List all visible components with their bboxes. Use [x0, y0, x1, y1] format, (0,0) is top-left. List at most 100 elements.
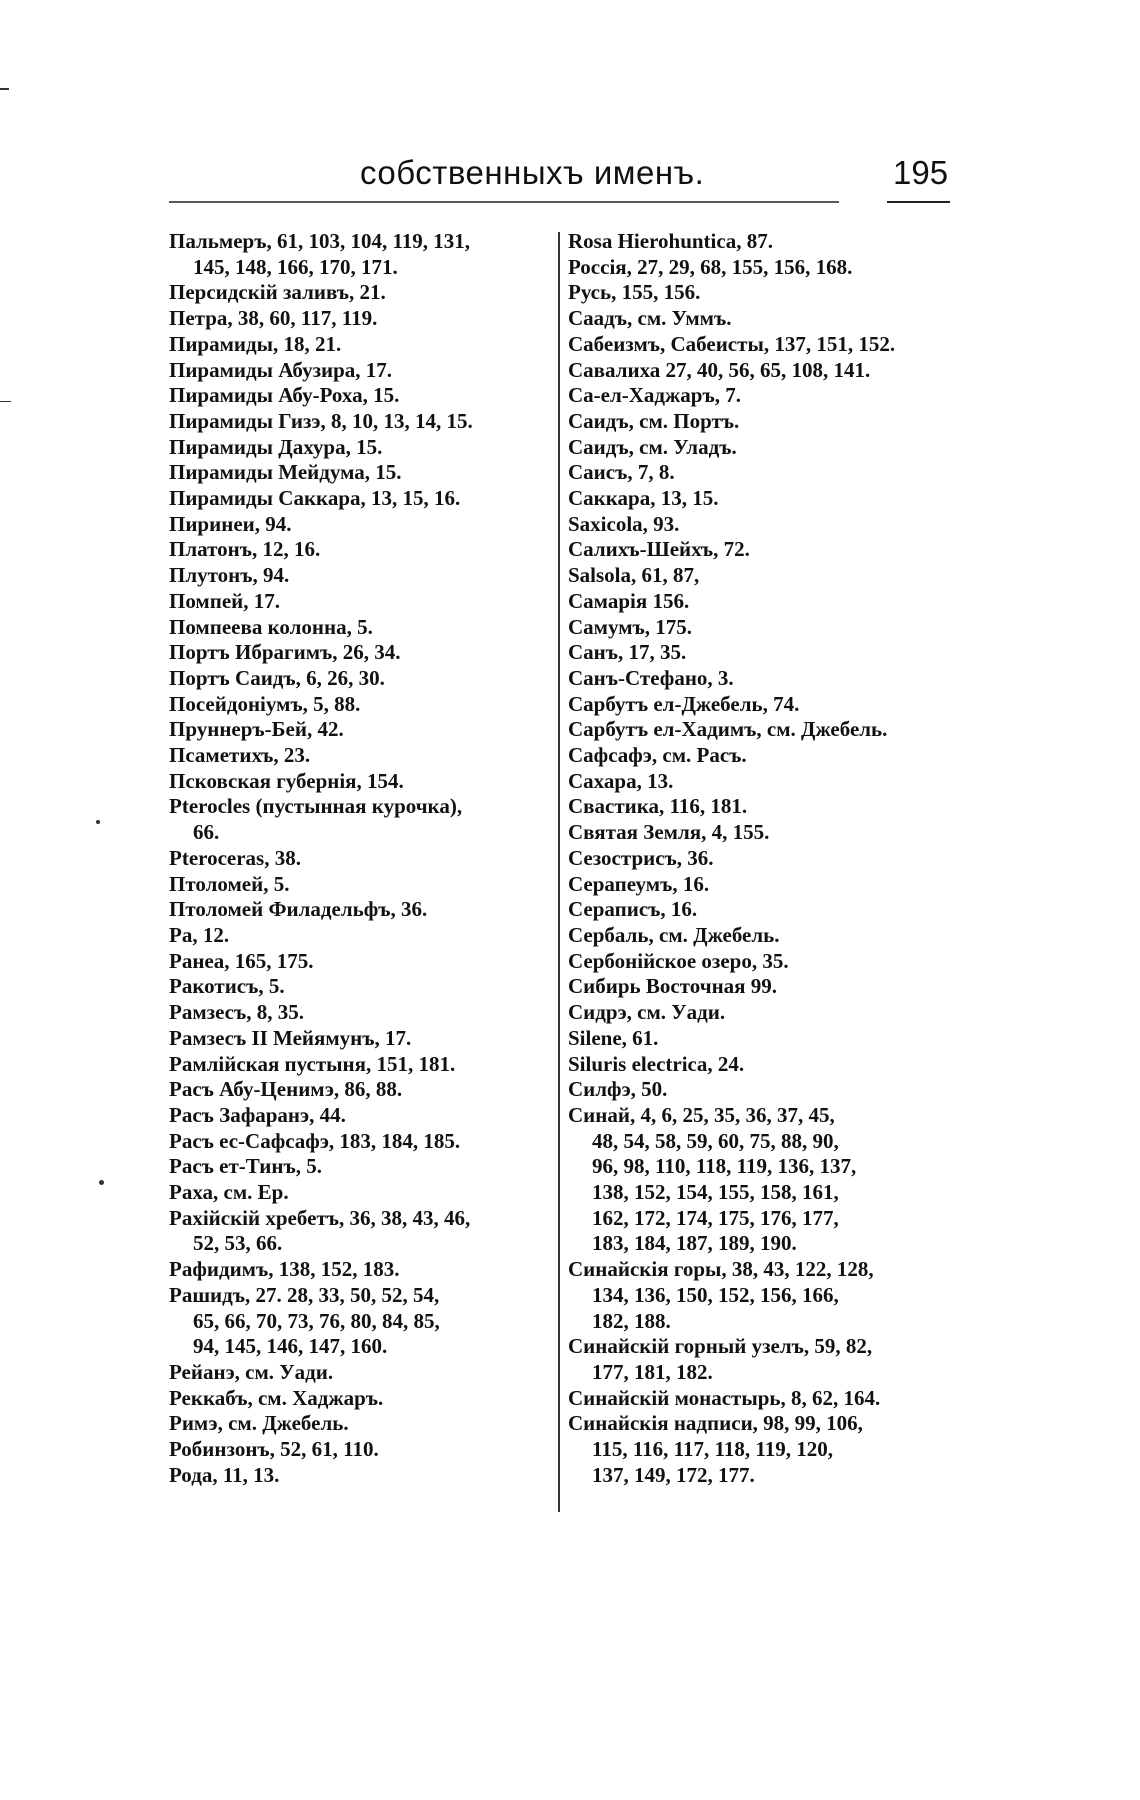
index-entry: Псковская губернія, 154.: [169, 769, 554, 795]
index-entry-text: Пирамиды Абузира, 17.: [169, 357, 393, 382]
margin-mark: [0, 401, 11, 402]
index-entry-text: Самарія 156.: [568, 588, 690, 613]
index-entry-text: Сезострисъ, 36.: [568, 845, 714, 870]
index-entry-text: Персидскій заливъ, 21.: [169, 280, 386, 305]
index-entry-text: Саадъ, см. Уммъ.: [568, 306, 732, 331]
index-entry-text: Портъ Саидъ, 6, 26, 30.: [169, 665, 385, 690]
index-entry-text: Сарбутъ ел-Джебель, 74.: [568, 691, 800, 716]
index-entry-text: Синайскій горный узелъ, 59, 82,: [568, 1334, 873, 1359]
index-entry: Санъ, 17, 35.: [568, 640, 958, 666]
index-entry-text: Робинзонъ, 52, 61, 110.: [169, 1437, 379, 1462]
index-entry-text: Салихъ-Шейхъ, 72.: [568, 537, 750, 562]
index-entry: Рахійскій хребетъ, 36, 38, 43, 46, 52, 53…: [169, 1206, 554, 1257]
index-entry-text: Рафидимъ, 138, 152, 183.: [169, 1257, 400, 1282]
index-column-right: Rosa Hierohuntica, 87. Россія, 27, 29, 68…: [568, 229, 958, 1488]
index-entry-continuation: 177, 181, 182.: [592, 1359, 713, 1384]
index-entry-text: Помпей, 17.: [169, 588, 281, 613]
index-entry: Синайскія надписи, 98, 99, 106, 115, 116,…: [568, 1411, 958, 1488]
index-entry-text: Святая Земля, 4, 155.: [568, 820, 770, 845]
index-entry: Ракотисъ, 5.: [169, 974, 554, 1000]
index-entry-text: Сербаль, см. Джебель.: [568, 922, 780, 947]
index-entry-text: Пальмеръ, 61, 103, 104, 119, 131,: [169, 229, 471, 253]
page-number-rule: [887, 201, 950, 203]
index-entry-text: Птоломей Филадельфъ, 36.: [169, 897, 428, 922]
index-entry: Рамзесъ, 8, 35.: [169, 1000, 554, 1026]
index-entry-text: Псковская губернія, 154.: [169, 768, 404, 793]
index-entry-text: Pterocles (пустынная курочка),: [169, 794, 463, 819]
index-entry: Pterocles (пустынная курочка), 66.: [169, 794, 554, 845]
index-entry: Псаметихъ, 23.: [169, 743, 554, 769]
index-entry-text: Санъ-Стефано, 3.: [568, 665, 734, 690]
index-entry-text: Сабеизмъ, Сабеисты, 137, 151, 152.: [568, 331, 896, 356]
header-rule: [169, 201, 839, 203]
index-entry: Сераписъ, 16.: [568, 897, 958, 923]
index-entry-text: Реккабъ, см. Хаджаръ.: [169, 1385, 384, 1410]
index-entry-text: Раха, см. Ер.: [169, 1180, 289, 1205]
index-entry-text: Расъ Зафаранэ, 44.: [169, 1102, 346, 1127]
page-number: 195: [893, 154, 949, 191]
index-entry: Saxicola, 93.: [568, 512, 958, 538]
index-entry-text: Ранеа, 165, 175.: [169, 948, 314, 973]
index-entry: Расъ Зафаранэ, 44.: [169, 1103, 554, 1129]
index-entry: Синай, 4, 6, 25, 35, 36, 37, 45, 48, 54, …: [568, 1103, 958, 1257]
index-entry-text: Саидъ, см. Портъ.: [568, 408, 740, 433]
column-divider: [558, 232, 560, 1512]
index-entry-text: Пирамиды Мейдума, 15.: [169, 460, 402, 485]
index-entry: Пирамиды Гизэ, 8, 10, 13, 14, 15.: [169, 409, 554, 435]
index-entry-text: Птоломей, 5.: [169, 871, 290, 896]
index-entry: Пирамиды Абу-Роха, 15.: [169, 383, 554, 409]
index-entry-text: Рейанэ, см. Уади.: [169, 1359, 334, 1384]
index-entry-continuation: 52, 53, 66.: [193, 1231, 283, 1256]
index-entry-text: Рамлійская пустыня, 151, 181.: [169, 1051, 456, 1076]
index-entry: Сербонійское озеро, 35.: [568, 949, 958, 975]
index-entry-text: Римэ, см. Джебель.: [169, 1411, 349, 1436]
index-entry: Синайскія горы, 38, 43, 122, 128, 134, 13…: [568, 1257, 958, 1334]
index-entry: Русь, 155, 156.: [568, 280, 958, 306]
index-entry: Портъ Ибрагимъ, 26, 34.: [169, 640, 554, 666]
index-entry: Salsola, 61, 87,: [568, 563, 958, 589]
index-entry-text: Плутонъ, 94.: [169, 563, 290, 588]
header-title: собственныхъ именъ.: [360, 154, 705, 191]
index-entry: Санъ-Стефано, 3.: [568, 666, 958, 692]
index-entry: Пирамиды Дахура, 15.: [169, 435, 554, 461]
index-entry: Силфэ, 50.: [568, 1077, 958, 1103]
index-entry: Салихъ-Шейхъ, 72.: [568, 537, 958, 563]
index-entry-text: Ракотисъ, 5.: [169, 974, 285, 999]
index-entry-text: Пирамиды, 18, 21.: [169, 331, 342, 356]
index-entry-text: Силфэ, 50.: [568, 1077, 668, 1102]
index-entry-text: Самумъ, 175.: [568, 614, 692, 639]
index-entry-continuation: 65, 66, 70, 73, 76, 80, 84, 85,: [193, 1308, 440, 1333]
index-entry-text: Расъ ет-Тинъ, 5.: [169, 1154, 322, 1179]
index-entry-text: Русь, 155, 156.: [568, 280, 701, 305]
index-entry-continuation: 48, 54, 58, 59, 60, 75, 88, 90,: [592, 1128, 839, 1153]
index-entry-text: Сахара, 13.: [568, 768, 674, 793]
index-entry-continuation: 145, 148, 166, 170, 171.: [193, 254, 398, 279]
index-entry: Пирамиды Абузира, 17.: [169, 358, 554, 384]
index-entry: Саисъ, 7, 8.: [568, 460, 958, 486]
index-entry: Синайскій горный узелъ, 59, 82, 177, 181,…: [568, 1334, 958, 1385]
index-entry-text: Са-ел-Хаджаръ, 7.: [568, 383, 741, 408]
index-entry-text: Синайскій монастырь, 8, 62, 164.: [568, 1385, 881, 1410]
index-entry: Рамлійская пустыня, 151, 181.: [169, 1052, 554, 1078]
index-entry: Пирамиды Саккара, 13, 15, 16.: [169, 486, 554, 512]
margin-mark: [0, 88, 9, 90]
index-entry: Савалиха 27, 40, 56, 65, 108, 141.: [568, 358, 958, 384]
index-entry-continuation: 182, 188.: [592, 1308, 671, 1333]
index-entry: Саидъ, см. Уладъ.: [568, 435, 958, 461]
index-entry-text: Пирамиды Дахура, 15.: [169, 434, 383, 459]
index-entry-text: Рамзесъ, 8, 35.: [169, 1000, 304, 1025]
index-entry-text: Синайскія надписи, 98, 99, 106,: [568, 1411, 863, 1436]
index-entry-text: Серапеумъ, 16.: [568, 871, 710, 896]
index-entry-text: Помпеева колонна, 5.: [169, 614, 373, 639]
index-entry: Самумъ, 175.: [568, 615, 958, 641]
index-entry: Саккара, 13, 15.: [568, 486, 958, 512]
index-entry: Птоломей Филадельфъ, 36.: [169, 897, 554, 923]
index-entry: Ра, 12.: [169, 923, 554, 949]
index-entry-text: Сидрэ, см. Уади.: [568, 1000, 726, 1025]
index-entry: Россія, 27, 29, 68, 155, 156, 168.: [568, 255, 958, 281]
index-entry: Сербаль, см. Джебель.: [568, 923, 958, 949]
index-entry: Петра, 38, 60, 117, 119.: [169, 306, 554, 332]
index-entry: Святая Земля, 4, 155.: [568, 820, 958, 846]
index-entry: Расъ ес-Сафсафэ, 183, 184, 185.: [169, 1129, 554, 1155]
index-entry: Синайскій монастырь, 8, 62, 164.: [568, 1386, 958, 1412]
